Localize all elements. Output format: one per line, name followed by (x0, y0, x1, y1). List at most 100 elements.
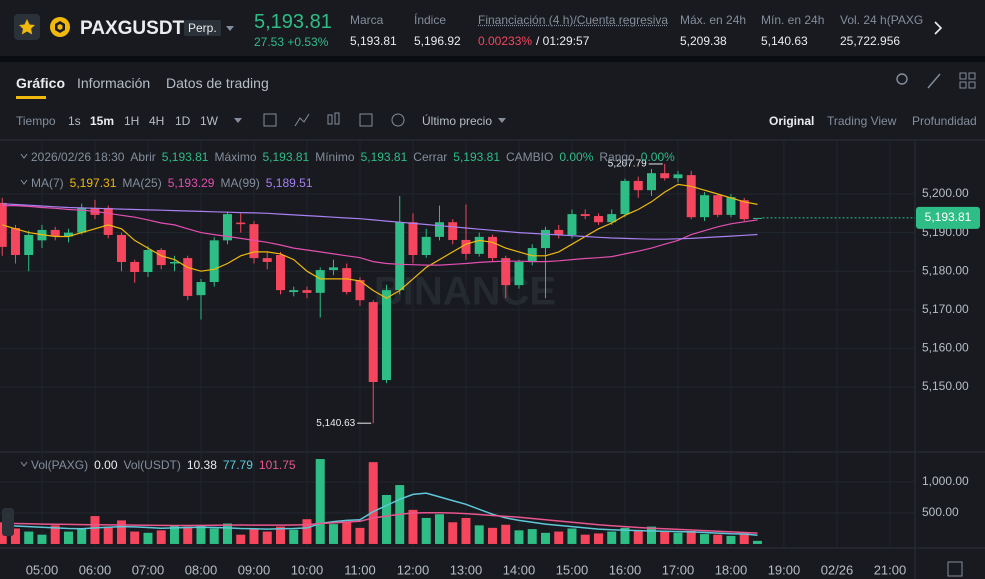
legend-item: 5,193.81 (262, 150, 310, 164)
volume-bar (752, 540, 762, 544)
expand-icon[interactable] (927, 73, 941, 89)
legend-value: 0.00 (94, 458, 118, 472)
view-option[interactable]: Trading View (827, 114, 897, 128)
legend-toggle[interactable] (20, 153, 28, 159)
volume-bar (143, 532, 153, 544)
scroll-right[interactable] (934, 21, 943, 35)
y-tick-label: 5,180.00 (922, 263, 969, 277)
candle-body (646, 173, 656, 191)
layout-icon[interactable] (959, 72, 967, 80)
candle-body (103, 207, 113, 235)
volume-bar (660, 530, 670, 544)
volume-bar (673, 532, 683, 544)
legend-item: 0.00% (559, 150, 594, 164)
candle-body (50, 229, 60, 237)
candle-body (395, 222, 405, 291)
candle-body (421, 236, 431, 256)
stat-label: Marca (350, 13, 384, 27)
y-tick-label: 500.00 (922, 505, 959, 519)
price-change: 27.53 +0.53% (254, 35, 329, 49)
x-tick-label: 08:00 (185, 562, 218, 577)
last-price-label: 5,193.81 (925, 210, 972, 224)
legend-item: 2026/02/26 18:30 (31, 150, 125, 164)
volume-bar (342, 522, 352, 544)
time-label: Tiempo (16, 114, 56, 128)
layout-icon (959, 81, 967, 89)
volume-bar (633, 530, 643, 544)
caret[interactable] (226, 26, 234, 31)
candle-body (209, 240, 219, 283)
legend-item: Mínimo (315, 150, 355, 164)
candle-body (461, 239, 471, 254)
volume-bar (381, 494, 391, 544)
tab[interactable]: Información (77, 75, 151, 91)
volume-bar (315, 459, 325, 544)
interval[interactable]: 1s (68, 114, 81, 128)
x-tick-label: 21:00 (874, 562, 907, 577)
price-type-caret[interactable] (498, 118, 506, 123)
volume-bar (77, 528, 87, 544)
volume-bar (726, 535, 736, 544)
candle-body (673, 174, 683, 179)
volume-bar (236, 534, 246, 544)
candle-body (143, 250, 153, 272)
view-option[interactable]: Profundidad (912, 114, 977, 128)
tool-icon[interactable] (391, 113, 405, 127)
candle-body (342, 268, 352, 293)
panel-handle[interactable] (2, 508, 14, 536)
candle-body (328, 267, 338, 271)
volume-bar (90, 516, 100, 544)
ma-line (2, 183, 758, 299)
candle-body (289, 290, 299, 293)
volume-bar (262, 531, 272, 544)
volume-bar (37, 534, 47, 544)
volume-bar (620, 527, 630, 544)
legend-item: 5,193.81 (161, 150, 209, 164)
alert-icon[interactable] (896, 73, 908, 85)
stat-value: 25,722.956 (840, 34, 901, 48)
axis-settings[interactable] (947, 561, 963, 577)
volume-bar (514, 530, 524, 544)
candle-body (448, 222, 458, 240)
legend-label: MA(99) (220, 176, 260, 190)
tool-icon[interactable] (263, 113, 277, 127)
volume-bar (50, 525, 60, 544)
legend-item: 5,193.81 (360, 150, 408, 164)
candle-body (408, 222, 418, 256)
y-tick-label: 5,200.00 (922, 186, 969, 200)
candle-body (633, 180, 643, 191)
layout-icon (968, 72, 976, 80)
tool-icon[interactable] (327, 114, 333, 125)
x-tick-label: 13:00 (450, 562, 483, 577)
legend-value: 101.75 (258, 458, 296, 472)
x-tick-label: 11:00 (344, 562, 376, 577)
volume-bar (474, 525, 484, 544)
volume-bar (103, 526, 113, 544)
interval[interactable]: 1D (175, 114, 191, 128)
legend-toggle[interactable] (20, 461, 28, 467)
price-type[interactable]: Último precio (422, 114, 493, 128)
legend-value: 10.38 (186, 458, 217, 472)
tool-icon[interactable] (294, 113, 310, 127)
tab[interactable]: Datos de trading (166, 75, 269, 91)
legend-value: 5,193.29 (167, 176, 215, 190)
candle-body (196, 282, 206, 296)
tool-icon[interactable] (359, 113, 373, 127)
view-option[interactable]: Original (769, 114, 815, 128)
y-tick-label: 1,000.00 (922, 474, 969, 488)
interval[interactable]: 15m (90, 114, 115, 128)
tab[interactable]: Gráfico (16, 75, 66, 91)
interval[interactable]: 1H (124, 114, 140, 128)
legend-item: CAMBIO (506, 150, 554, 164)
legend-toggle[interactable] (20, 179, 28, 185)
volume-bar (554, 531, 564, 544)
volume-bar (421, 517, 431, 544)
interval-caret[interactable] (234, 118, 242, 123)
candle-body (77, 207, 87, 233)
candle-body (713, 195, 723, 215)
interval[interactable]: 1W (200, 114, 218, 128)
legend-item: Rango (599, 150, 635, 164)
interval[interactable]: 4H (149, 114, 165, 128)
volume-bar (289, 529, 299, 544)
